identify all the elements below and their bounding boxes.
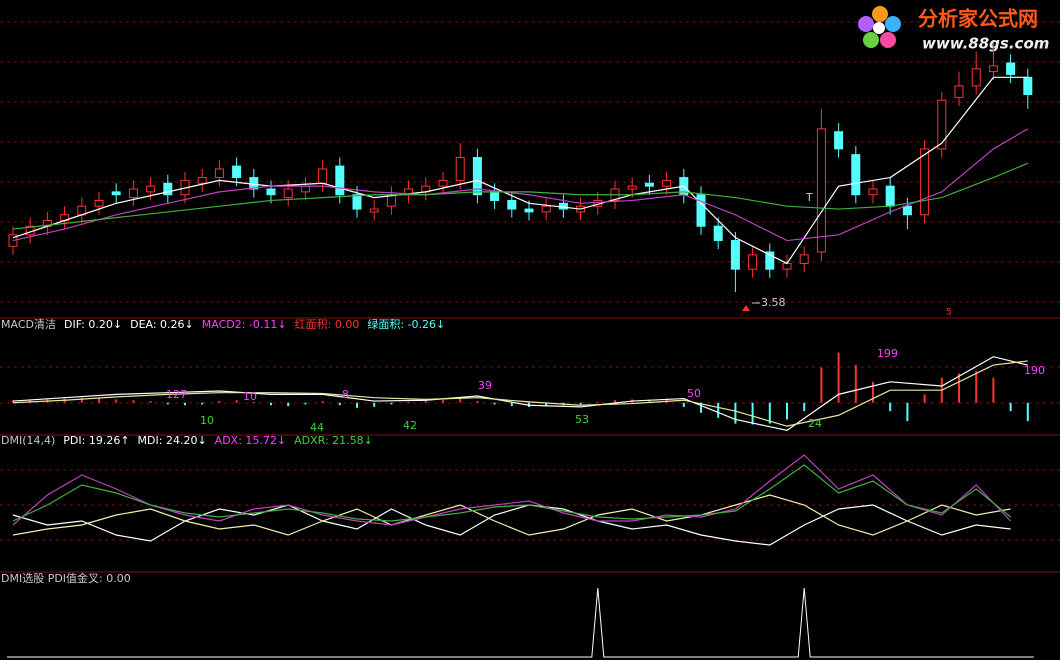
panel-header: MACD清洁 [1, 318, 56, 331]
candle-body [713, 225, 723, 242]
panel-header: 红面积: 0.00 [295, 318, 360, 331]
dmi-line [12, 494, 1011, 536]
macd-label: 50 [687, 387, 701, 400]
candle-body [146, 185, 156, 193]
candle-body [455, 157, 465, 181]
moving-average [12, 128, 1029, 242]
macd-label: 199 [877, 347, 898, 360]
candle-body [94, 199, 104, 207]
candle-body [472, 157, 482, 196]
candle-body [438, 179, 448, 187]
panel-header: DEA: 0.26↓ [130, 318, 194, 331]
panel-header: MDI: 24.20↓ [138, 434, 207, 447]
candle-body [902, 205, 912, 216]
candle-body [490, 191, 500, 201]
dmi-line [12, 454, 1012, 526]
candle-body [524, 208, 534, 213]
panel-header: DIF: 0.20↓ [64, 318, 122, 331]
logo-url: www.88gs.com [922, 35, 1049, 53]
candle-body [1023, 76, 1033, 96]
macd-label: 42 [403, 419, 417, 432]
macd-label: 8 [342, 388, 349, 401]
low-label: 3.58 [761, 296, 786, 309]
logo-petal [872, 6, 888, 22]
candle-body [283, 188, 293, 199]
logo-title: 分析家公式网 [918, 7, 1038, 31]
panel-header: ADXR: 21.58↓ [294, 434, 373, 447]
macd-label: 10 [243, 390, 257, 403]
dmi-line [12, 504, 1011, 546]
candle-body [851, 154, 861, 196]
panel-header: DMI(14,4) [1, 434, 55, 447]
candle-body [782, 262, 792, 270]
panel-header: PDI: 19.26↑ [63, 434, 129, 447]
logo-petal [863, 32, 879, 48]
candle-body [644, 182, 654, 187]
low-marker [742, 305, 750, 311]
candle-body [541, 205, 551, 213]
candle-body [971, 68, 981, 87]
macd-label: 10 [200, 414, 214, 427]
logo-petal [858, 16, 874, 32]
candle-body [627, 185, 637, 190]
macd-label: 24 [808, 417, 822, 430]
candle-body [318, 168, 328, 184]
panel-header: MACD2: -0.11↓ [202, 318, 287, 331]
candle-body [300, 185, 310, 193]
logo-petal [885, 16, 901, 32]
candle-body [507, 199, 517, 210]
candle-body [885, 185, 895, 207]
macd-label: 39 [478, 379, 492, 392]
dmi-line [12, 464, 1011, 522]
signal-line [7, 587, 1034, 658]
candle-body [868, 188, 878, 196]
candle-body [748, 254, 758, 270]
logo-petal [880, 32, 896, 48]
candle-body [1006, 62, 1016, 75]
logo: 分析家公式网 www.88gs.com [858, 6, 1049, 53]
candle-body [834, 131, 844, 150]
candle-body [232, 165, 242, 179]
candle-body [696, 194, 706, 227]
candle-body [335, 165, 345, 196]
candle-body [163, 182, 173, 196]
candle-body [730, 240, 740, 270]
moving-average [12, 76, 1028, 265]
panel-header: 绿面积: -0.26↓ [367, 317, 445, 331]
candle-body [937, 99, 947, 150]
candle-body [266, 188, 276, 196]
candle-body [197, 177, 207, 184]
candle-body [352, 194, 362, 210]
moving-average [12, 162, 1029, 230]
grid [0, 21, 1060, 573]
candle-body [662, 179, 672, 187]
candle-body [816, 128, 826, 253]
candle-body [799, 254, 809, 264]
candle-body [988, 65, 998, 73]
macd-label: 44 [310, 421, 324, 434]
logo-center [873, 22, 885, 34]
candle-body [214, 168, 224, 179]
macd-label: 190 [1024, 364, 1045, 377]
macd-label: 53 [575, 413, 589, 426]
marker-t: T [805, 191, 813, 204]
candle-body [111, 191, 121, 196]
candle-body [558, 202, 568, 210]
candle-body [765, 251, 775, 270]
marker-5: 5 [946, 308, 952, 318]
dea-line [12, 360, 1028, 427]
candle-body [954, 85, 964, 98]
dif-line [12, 356, 1028, 431]
candle-body [128, 188, 138, 199]
macd-label: 127 [166, 388, 187, 401]
candle-body [369, 208, 379, 213]
signal-header: DMI选股 PDI值金叉: 0.00 [1, 571, 131, 585]
panel-header: ADX: 15.72↓ [215, 434, 286, 447]
candle-body [920, 148, 930, 216]
